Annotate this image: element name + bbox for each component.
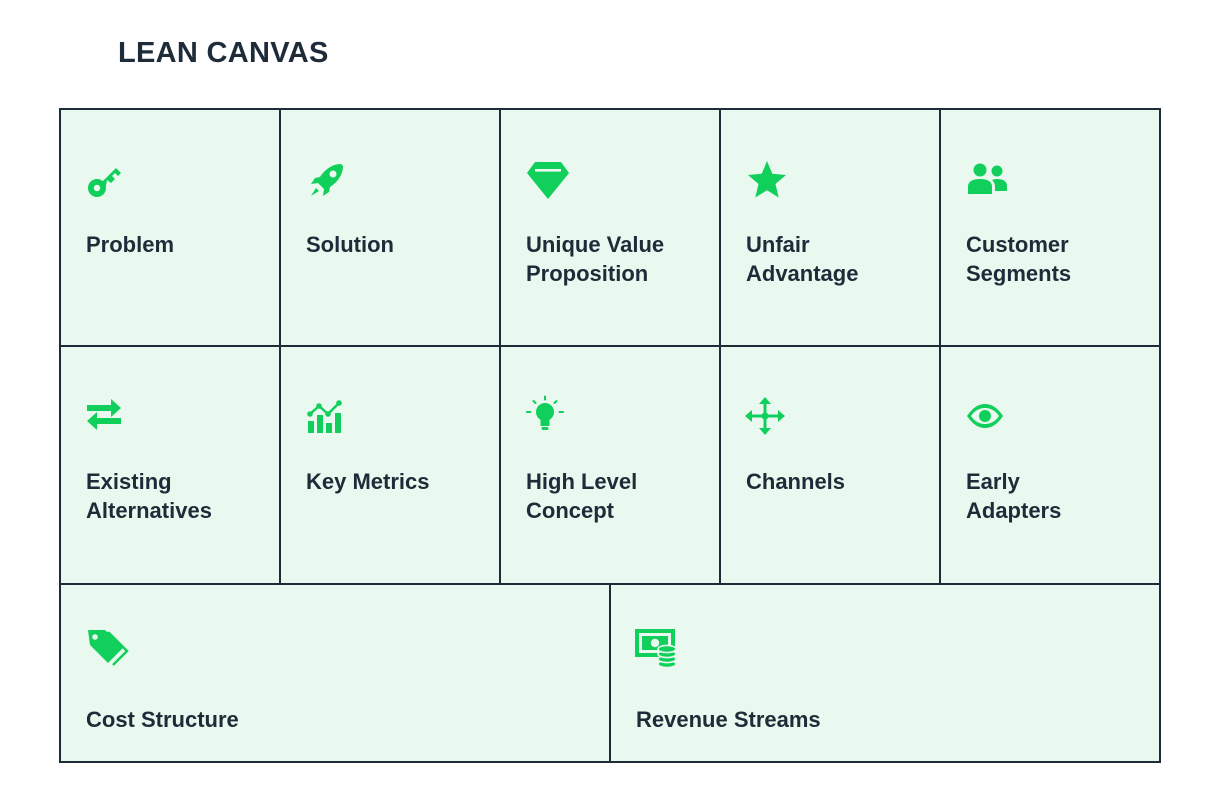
eye-icon [965, 395, 1009, 439]
block-customer-segments: Customer Segments [941, 110, 1159, 347]
block-key-metrics: Key Metrics [281, 347, 501, 585]
move-arrows-icon [745, 395, 789, 439]
star-icon [745, 158, 789, 202]
block-label: Revenue Streams [636, 707, 821, 732]
block-label: Unfair Advantage [746, 232, 859, 286]
block-label: Existing Alternatives [86, 469, 212, 523]
rocket-icon [305, 158, 349, 202]
block-channels: Channels [721, 347, 941, 585]
block-problem: Problem [61, 110, 281, 347]
block-label: Cost Structure [86, 707, 239, 732]
price-tags-icon [85, 627, 129, 671]
block-label: Early Adapters [966, 469, 1062, 523]
block-cost-structure: Cost Structure [61, 585, 611, 761]
page-title: LEAN CANVAS [118, 37, 329, 69]
key-icon [85, 158, 129, 202]
block-label: Channels [746, 469, 846, 494]
block-early-adapters: Early Adapters [941, 347, 1159, 585]
diamond-icon [525, 158, 569, 202]
block-revenue-streams: Revenue Streams [611, 585, 1159, 761]
bar-chart-icon [305, 395, 349, 439]
money-coins-icon [635, 627, 679, 671]
block-label: Solution [306, 232, 394, 257]
block-label: Key Metrics [306, 469, 430, 494]
lean-canvas-grid: Problem Solution Unique Value Propositio… [59, 108, 1161, 763]
users-icon [965, 158, 1009, 202]
block-existing-alternatives: Existing Alternatives [61, 347, 281, 585]
block-label: High Level Concept [526, 469, 638, 523]
block-label: Customer Segments [966, 232, 1072, 286]
block-solution: Solution [281, 110, 501, 347]
swap-arrows-icon [85, 395, 129, 439]
block-label: Problem [86, 232, 175, 257]
block-unfair-advantage: Unfair Advantage [721, 110, 941, 347]
block-unique-value-proposition: Unique Value Proposition [501, 110, 721, 347]
lightbulb-icon [525, 395, 569, 439]
block-high-level-concept: High Level Concept [501, 347, 721, 585]
block-label: Unique Value Proposition [526, 232, 665, 286]
